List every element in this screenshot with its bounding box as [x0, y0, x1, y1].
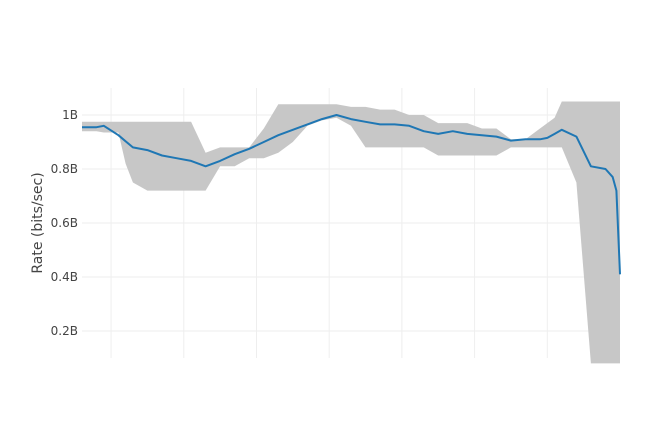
y-tick-label: 1B: [62, 108, 78, 122]
y-tick-label: 0.2B: [51, 324, 78, 338]
confidence-band: [82, 101, 620, 364]
band-area: [82, 101, 620, 364]
y-tick-label: 0.4B: [51, 270, 78, 284]
series-lines: [82, 114, 621, 275]
y-axis-title: Rate (bits/sec): [30, 172, 46, 273]
series-line: [82, 114, 621, 275]
y-axis-ticks: 0.2B 0.4B 0.6B 0.8B 1B: [51, 108, 78, 338]
y-tick-label: 0.8B: [51, 162, 78, 176]
y-tick-label: 0.6B: [51, 216, 78, 230]
